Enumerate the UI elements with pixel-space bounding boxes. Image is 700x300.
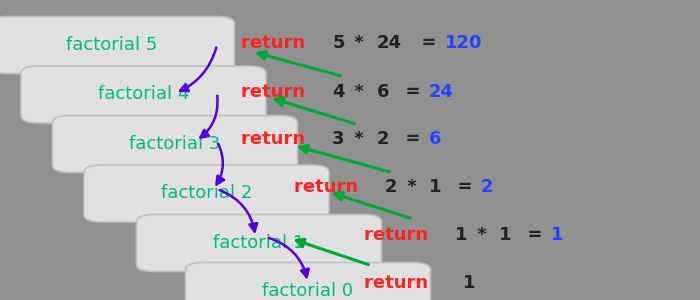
Text: 1: 1 — [429, 178, 442, 196]
Text: return: return — [241, 82, 312, 100]
Text: 1: 1 — [455, 226, 468, 244]
Text: 6: 6 — [377, 82, 389, 100]
FancyBboxPatch shape — [136, 214, 382, 272]
Text: 6: 6 — [428, 130, 441, 148]
Text: 2: 2 — [377, 130, 389, 148]
Text: =: = — [445, 178, 473, 196]
Text: factorial 5: factorial 5 — [66, 36, 158, 54]
Text: 2: 2 — [385, 178, 398, 196]
Text: *: * — [349, 130, 370, 148]
FancyBboxPatch shape — [52, 116, 298, 172]
Text: 1: 1 — [499, 226, 512, 244]
Text: *: * — [349, 82, 370, 100]
Text: 2: 2 — [481, 178, 493, 196]
Text: factorial 1: factorial 1 — [214, 234, 304, 252]
FancyBboxPatch shape — [186, 262, 430, 300]
Text: return: return — [294, 178, 365, 196]
Text: *: * — [349, 34, 370, 52]
Text: =: = — [409, 34, 437, 52]
FancyBboxPatch shape — [21, 66, 266, 123]
Text: 24: 24 — [428, 82, 454, 100]
Text: factorial 3: factorial 3 — [130, 135, 220, 153]
Text: =: = — [515, 226, 543, 244]
Text: =: = — [393, 130, 421, 148]
Text: factorial 4: factorial 4 — [98, 85, 189, 103]
Text: 24: 24 — [377, 34, 402, 52]
FancyBboxPatch shape — [0, 16, 234, 74]
Text: return: return — [241, 34, 312, 52]
Text: 3: 3 — [332, 130, 345, 148]
Text: 1: 1 — [463, 274, 475, 292]
Text: 120: 120 — [444, 34, 482, 52]
Text: return: return — [364, 274, 440, 292]
Text: 5: 5 — [332, 34, 345, 52]
Text: 4: 4 — [332, 82, 345, 100]
Text: factorial 0: factorial 0 — [262, 282, 354, 300]
Text: return: return — [241, 130, 312, 148]
Text: return: return — [364, 226, 435, 244]
Text: factorial 2: factorial 2 — [161, 184, 252, 202]
Text: =: = — [393, 82, 421, 100]
FancyBboxPatch shape — [84, 165, 329, 222]
Text: *: * — [471, 226, 493, 244]
Text: *: * — [401, 178, 423, 196]
Text: 1: 1 — [551, 226, 564, 244]
